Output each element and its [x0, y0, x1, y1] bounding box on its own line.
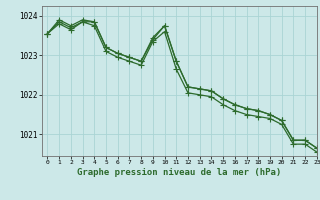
- X-axis label: Graphe pression niveau de la mer (hPa): Graphe pression niveau de la mer (hPa): [77, 168, 281, 177]
